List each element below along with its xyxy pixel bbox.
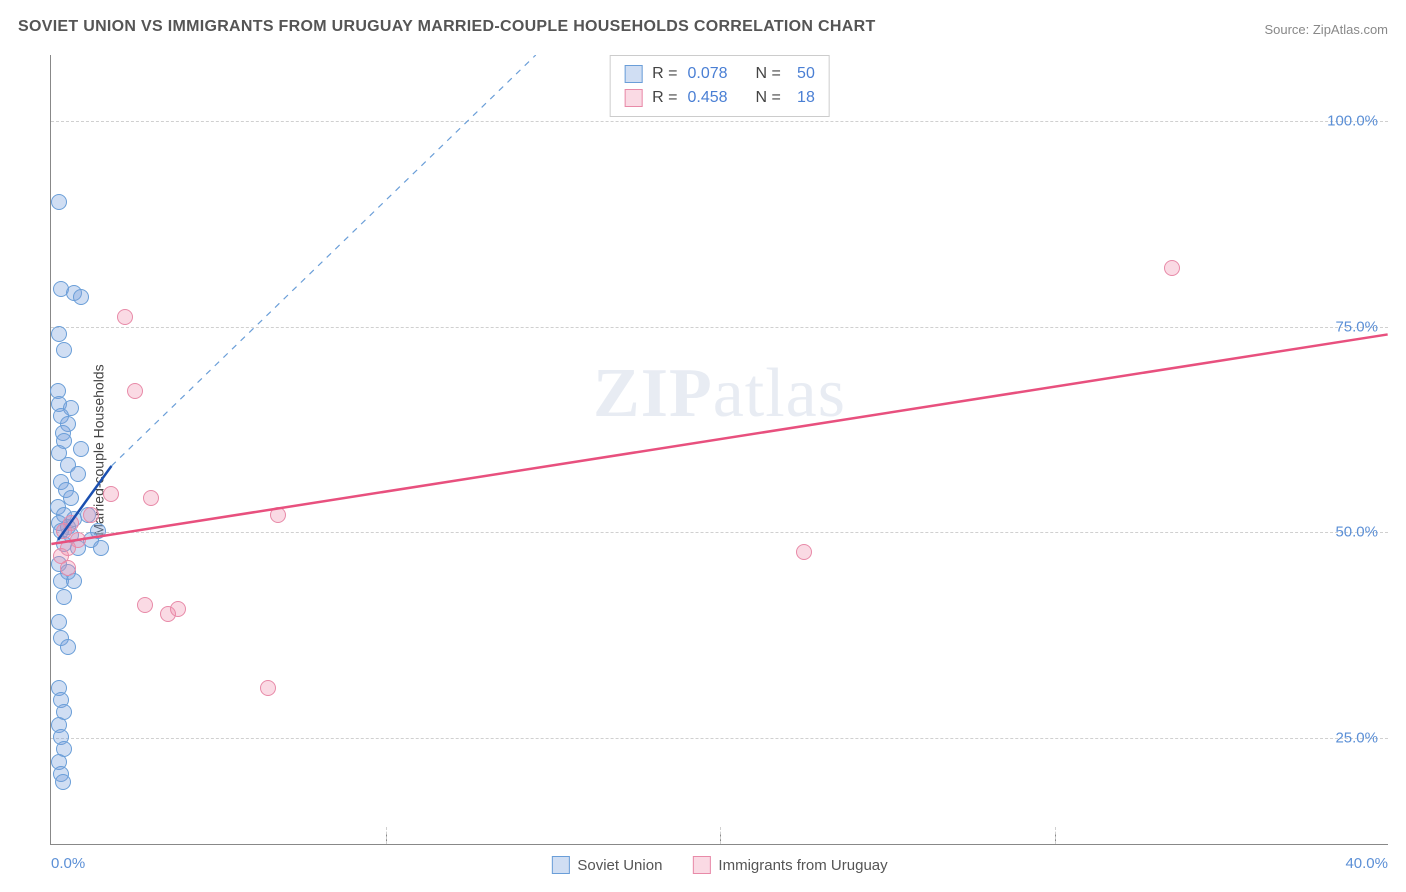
marker-soviet <box>55 774 71 790</box>
r-label: R = <box>652 62 677 86</box>
legend-bottom-label-1: Soviet Union <box>577 857 662 874</box>
gridline-h <box>51 532 1388 533</box>
r-value-1: 0.078 <box>688 62 738 86</box>
legend-bottom-swatch-2 <box>692 856 710 874</box>
chart-title: SOVIET UNION VS IMMIGRANTS FROM URUGUAY … <box>18 18 876 36</box>
legend-item-1: Soviet Union <box>551 856 662 874</box>
marker-uruguay <box>117 309 133 325</box>
marker-soviet <box>90 523 106 539</box>
marker-soviet <box>51 326 67 342</box>
legend-bottom-label-2: Immigrants from Uruguay <box>718 857 887 874</box>
marker-soviet <box>56 589 72 605</box>
marker-soviet <box>60 639 76 655</box>
marker-soviet <box>70 466 86 482</box>
marker-uruguay <box>143 490 159 506</box>
legend-swatch-2 <box>624 89 642 107</box>
marker-uruguay <box>270 507 286 523</box>
trend-lines-layer <box>51 55 1388 844</box>
watermark-bold: ZIP <box>593 355 713 432</box>
marker-soviet <box>73 289 89 305</box>
chart-container: SOVIET UNION VS IMMIGRANTS FROM URUGUAY … <box>0 0 1406 892</box>
y-tick-label: 25.0% <box>1335 730 1378 747</box>
marker-soviet <box>51 614 67 630</box>
n-label: N = <box>756 62 781 86</box>
gridline-v-short <box>1055 827 1056 844</box>
watermark-light: atlas <box>713 355 846 432</box>
x-tick-label-max: 40.0% <box>1345 855 1388 872</box>
legend-item-2: Immigrants from Uruguay <box>692 856 887 874</box>
marker-uruguay <box>127 383 143 399</box>
legend-correlation: R = 0.078 N = 50 R = 0.458 N = 18 <box>609 55 830 117</box>
y-tick-label: 100.0% <box>1327 112 1378 129</box>
marker-uruguay <box>60 560 76 576</box>
marker-uruguay <box>260 680 276 696</box>
marker-uruguay <box>137 597 153 613</box>
legend-swatch-1 <box>624 65 642 83</box>
y-tick-label: 50.0% <box>1335 524 1378 541</box>
n-value-1: 50 <box>791 62 815 86</box>
legend-row-2: R = 0.458 N = 18 <box>624 86 815 110</box>
marker-uruguay <box>796 544 812 560</box>
x-tick-label-min: 0.0% <box>51 855 85 872</box>
marker-uruguay <box>170 601 186 617</box>
legend-row-1: R = 0.078 N = 50 <box>624 62 815 86</box>
r-value-2: 0.458 <box>688 86 738 110</box>
n-label: N = <box>756 86 781 110</box>
n-value-2: 18 <box>791 86 815 110</box>
marker-soviet <box>93 540 109 556</box>
marker-soviet <box>51 194 67 210</box>
r-label: R = <box>652 86 677 110</box>
gridline-v-short <box>720 827 721 844</box>
source-attribution: Source: ZipAtlas.com <box>1264 22 1388 37</box>
legend-series: Soviet Union Immigrants from Uruguay <box>551 856 887 874</box>
legend-bottom-swatch-1 <box>551 856 569 874</box>
gridline-v-short <box>386 827 387 844</box>
marker-uruguay <box>1164 260 1180 276</box>
gridline-h <box>51 738 1388 739</box>
marker-uruguay <box>83 507 99 523</box>
gridline-h <box>51 327 1388 328</box>
marker-soviet <box>56 342 72 358</box>
gridline-h <box>51 121 1388 122</box>
marker-uruguay <box>103 486 119 502</box>
watermark: ZIPatlas <box>593 354 846 434</box>
plot-area: Married-couple Households ZIPatlas R = 0… <box>50 55 1388 845</box>
marker-soviet <box>73 441 89 457</box>
y-tick-label: 75.0% <box>1335 318 1378 335</box>
